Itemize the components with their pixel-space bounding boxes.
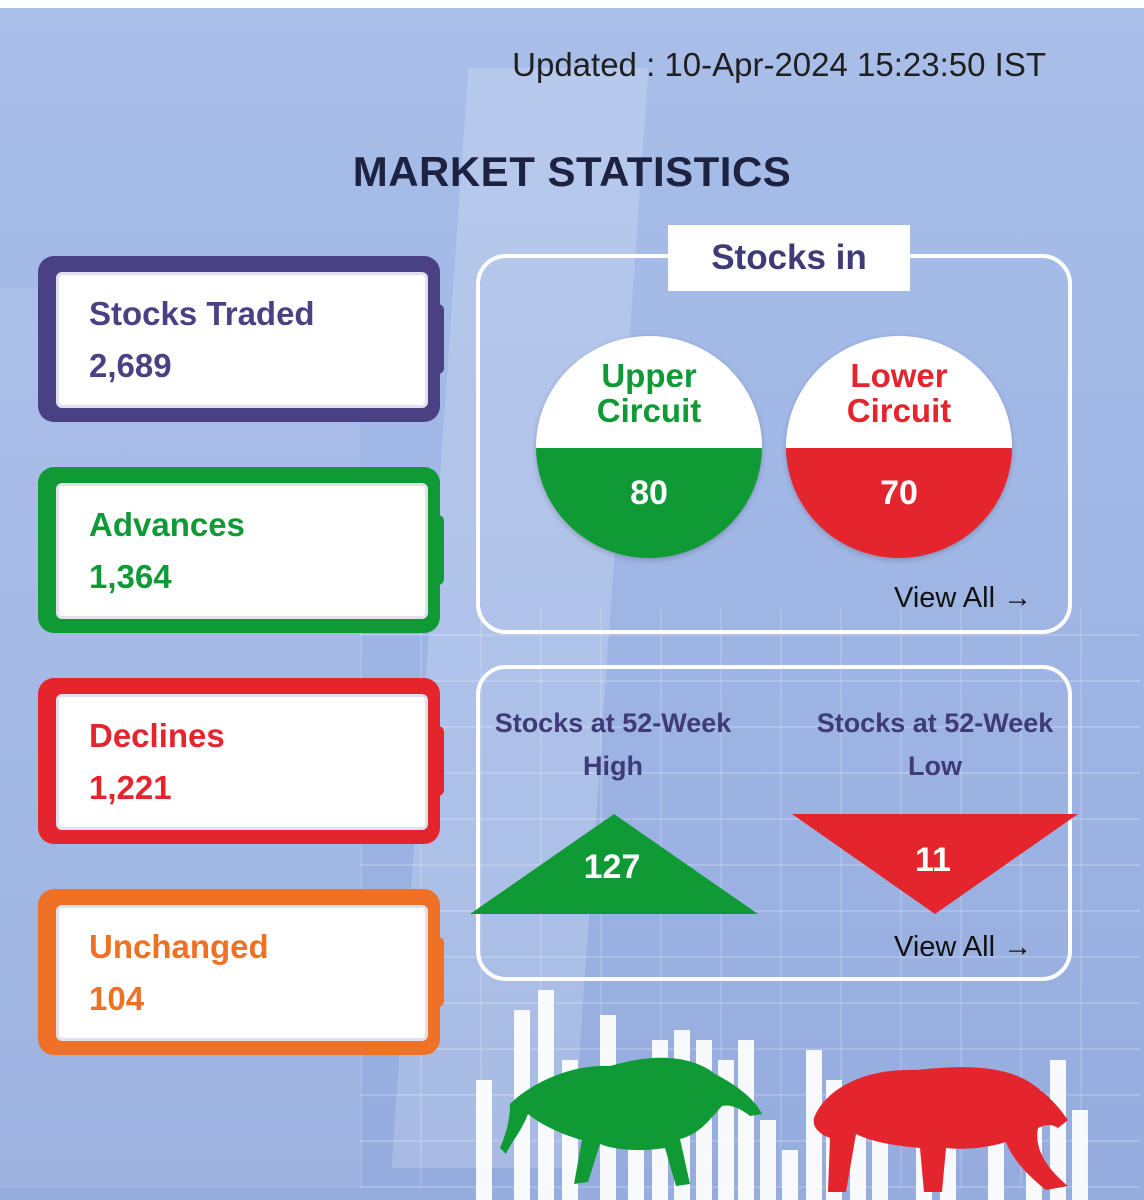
circle-top (536, 336, 762, 448)
decorative-bar (1072, 1110, 1088, 1200)
decorative-bar (1050, 1060, 1066, 1200)
upper-circuit-label: Upper Circuit (536, 358, 762, 428)
advances-card[interactable]: Advances 1,364 (38, 467, 444, 633)
card-tab (430, 937, 444, 1007)
stocks-traded-label: Stocks Traded (89, 295, 315, 332)
circle-top (786, 336, 1012, 448)
card-tab (430, 515, 444, 585)
lower-circuit-value: 70 (880, 474, 918, 512)
week52-high-value: 127 (583, 848, 641, 886)
week52-high-label: Stocks at 52-Week High (473, 702, 753, 788)
card-body: Declines 1,221 (56, 694, 428, 830)
decorative-bar (988, 1140, 1004, 1200)
week52-view-all-link[interactable]: View All → (894, 931, 1033, 963)
decorative-bar (476, 1080, 492, 1200)
week52-low-value: 11 (915, 841, 951, 879)
lower-circuit-label-line2: Circuit (846, 392, 952, 429)
card-tab (430, 304, 444, 374)
week52-high-label-line2: High (583, 751, 643, 781)
week52-low-triangle-icon[interactable] (792, 814, 1078, 914)
upper-circuit-value: 80 (630, 474, 668, 512)
page-title: MARKET STATISTICS (352, 148, 792, 195)
circle-bottom (536, 448, 762, 558)
circuit-view-all-link[interactable]: View All → (894, 582, 1033, 614)
updated-timestamp: Updated : 10-Apr-2024 15:23:50 IST (512, 46, 1046, 83)
upper-circuit-circle[interactable]: Upper Circuit 80 (536, 336, 762, 558)
stocks-traded-card[interactable]: Stocks Traded 2,689 (38, 256, 444, 422)
unchanged-value: 104 (89, 980, 145, 1017)
lower-circuit-label-line1: Lower (850, 357, 948, 394)
declines-value: 1,221 (89, 769, 172, 806)
declines-label: Declines (89, 717, 225, 754)
unchanged-card[interactable]: Unchanged 104 (38, 889, 444, 1055)
upper-circuit-label-line1: Upper (601, 357, 697, 394)
stocks-traded-value: 2,689 (89, 347, 172, 384)
card-body: Unchanged 104 (56, 905, 428, 1041)
lower-circuit-circle[interactable]: Lower Circuit 70 (786, 336, 1012, 558)
advances-label: Advances (89, 506, 245, 543)
stocks-in-heading: Stocks in (668, 225, 910, 291)
advances-value: 1,364 (89, 558, 172, 595)
upper-circuit-label-line2: Circuit (596, 392, 702, 429)
declines-card[interactable]: Declines 1,221 (38, 678, 444, 844)
decorative-bar (760, 1120, 776, 1200)
unchanged-label: Unchanged (89, 928, 269, 965)
card-body: Stocks Traded 2,689 (56, 272, 428, 408)
decorative-bar (782, 1150, 798, 1200)
bull-icon (500, 1057, 762, 1186)
week52-high-triangle-icon[interactable] (470, 814, 758, 914)
circle-bottom (786, 448, 1012, 558)
bear-icon (813, 1067, 1068, 1192)
card-body: Advances 1,364 (56, 483, 428, 619)
week52-low-label-line1: Stocks at 52-Week (816, 708, 1054, 738)
decorative-bar (806, 1050, 822, 1200)
week52-high-label-line1: Stocks at 52-Week (494, 708, 732, 738)
decorative-bar (738, 1040, 754, 1200)
week52-low-label-line2: Low (908, 751, 962, 781)
lower-circuit-label: Lower Circuit (786, 358, 1012, 428)
week52-low-label: Stocks at 52-Week Low (795, 702, 1075, 788)
card-tab (430, 726, 444, 796)
